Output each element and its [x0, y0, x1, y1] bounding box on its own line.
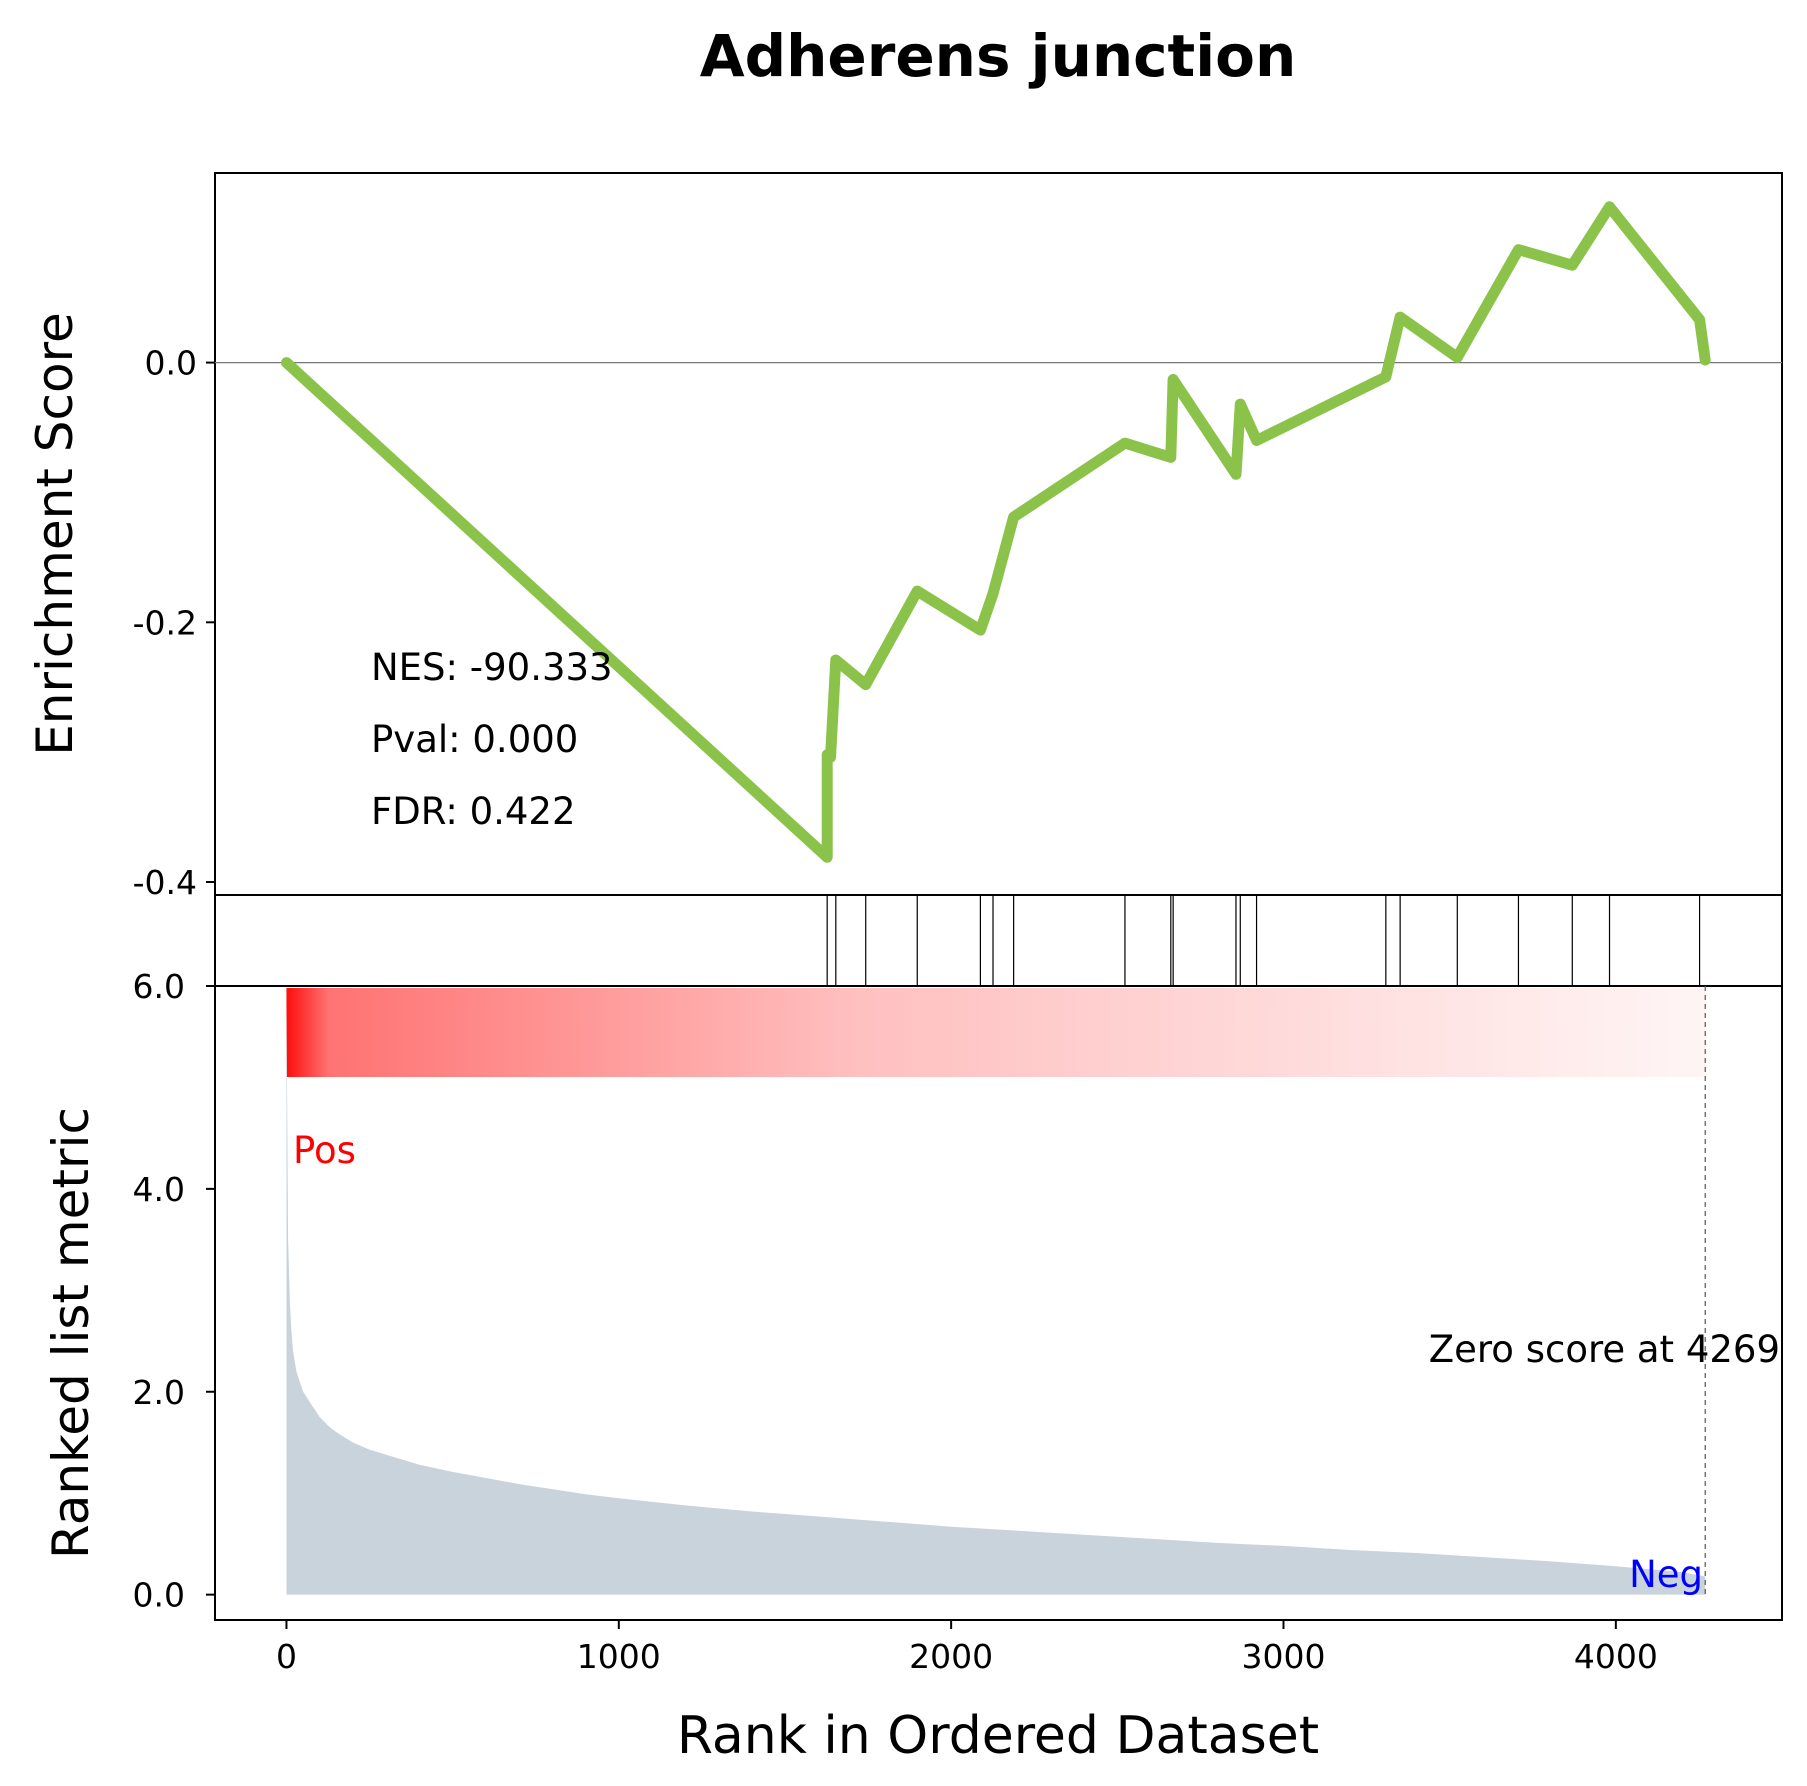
hits-panel-frame: [214, 894, 1783, 987]
fdr-label: FDR: 0.422: [371, 790, 576, 833]
enrichment-y-ticks: -0.4 -0.2 0.0: [133, 344, 215, 902]
enrichment-y-tick-label: -0.2: [133, 603, 197, 642]
ranked-y-tick-label: 4.0: [133, 1170, 185, 1209]
x-tick-label: 3000: [1241, 1637, 1325, 1676]
pos-label: Pos: [293, 1129, 356, 1172]
ranked-y-tick-label: 2.0: [133, 1373, 185, 1412]
zero-score-label: Zero score at 4269: [1429, 1328, 1780, 1371]
ranked-y-axis-label: Ranked list metric: [42, 1107, 100, 1559]
ranked-y-tick-label: 0.0: [133, 1576, 185, 1615]
ranked-metric-panel: 0.02.04.06.0 Pos Neg Zero score at 4269 …: [42, 967, 1783, 1621]
enrichment-score-panel: -0.4 -0.2 0.0 NES: -90.333 Pval: 0.000 FDR…: [26, 172, 1783, 902]
x-tick-label: 2000: [909, 1637, 993, 1676]
x-axis-ticks: 0 1000 2000 3000 4000: [276, 1620, 1658, 1676]
enrichment-y-tick-label: 0.0: [145, 344, 197, 383]
nes-label: NES: -90.333: [371, 646, 613, 689]
enrichment-panel-frame: [214, 172, 1783, 896]
ranked-metric-area: [286, 1001, 1706, 1595]
enrichment-y-tick-label: -0.4: [133, 863, 197, 902]
pval-label: Pval: 0.000: [371, 718, 578, 761]
gene-hits-panel: [214, 894, 1783, 987]
enrichment-score-line: [281, 201, 1711, 863]
x-axis-label: Rank in Ordered Dataset: [677, 1706, 1319, 1766]
ranked-y-ticks: 0.0 2.0 4.0 6.0: [133, 967, 215, 1615]
x-tick-label: 1000: [577, 1637, 661, 1676]
gene-hit-lines: [826, 895, 1701, 986]
x-tick-label: 4000: [1574, 1637, 1658, 1676]
enrichment-y-axis-label: Enrichment Score: [26, 312, 84, 756]
neg-label: Neg: [1629, 1553, 1703, 1596]
x-tick-label: 0: [276, 1637, 297, 1676]
ranked-y-tick-label: 6.0: [133, 967, 185, 1006]
chart-title: Adherens junction: [700, 22, 1297, 90]
rank-heatmap-bar: [286, 988, 1706, 1077]
